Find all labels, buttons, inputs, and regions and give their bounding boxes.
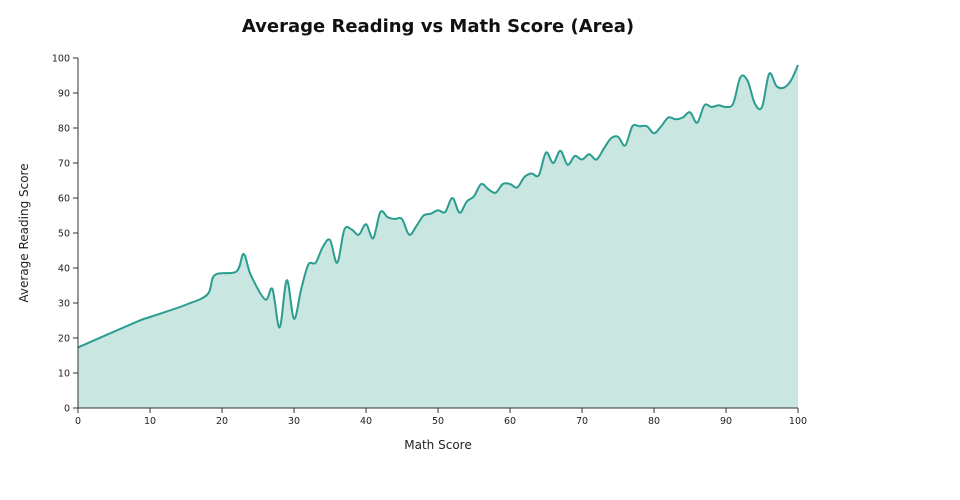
x-tick-label: 0 (75, 416, 81, 427)
x-tick-label: 30 (288, 416, 300, 427)
x-tick-label: 20 (216, 416, 228, 427)
chart-title: Average Reading vs Math Score (Area) (242, 16, 634, 37)
y-tick-label: 100 (52, 54, 70, 65)
y-tick-label: 80 (58, 124, 70, 135)
x-tick-label: 40 (360, 416, 372, 427)
y-tick-label: 90 (58, 89, 70, 100)
y-tick-label: 30 (58, 299, 70, 310)
x-tick-label: 10 (144, 416, 156, 427)
area-fill (78, 65, 798, 408)
x-tick-label: 80 (648, 416, 660, 427)
x-tick-label: 60 (504, 416, 516, 427)
y-tick-label: 60 (58, 194, 70, 205)
x-tick-label: 100 (789, 416, 807, 427)
y-tick-label: 0 (64, 404, 70, 415)
y-axis: 0 10 20 30 40 50 60 70 80 90 100 (52, 54, 78, 415)
y-axis-title: Average Reading Score (17, 163, 31, 302)
y-tick-label: 50 (58, 229, 70, 240)
x-axis-title: Math Score (404, 438, 471, 452)
x-tick-label: 70 (576, 416, 588, 427)
x-tick-label: 90 (720, 416, 732, 427)
y-tick-label: 20 (58, 334, 70, 345)
plot-area (77, 64, 799, 408)
y-tick-label: 70 (58, 159, 70, 170)
series-line (77, 64, 799, 349)
y-tick-label: 10 (58, 369, 70, 380)
x-axis: 0 10 20 30 40 50 60 70 80 90 100 (75, 408, 807, 427)
y-tick-label: 40 (58, 264, 70, 275)
x-tick-label: 50 (432, 416, 444, 427)
